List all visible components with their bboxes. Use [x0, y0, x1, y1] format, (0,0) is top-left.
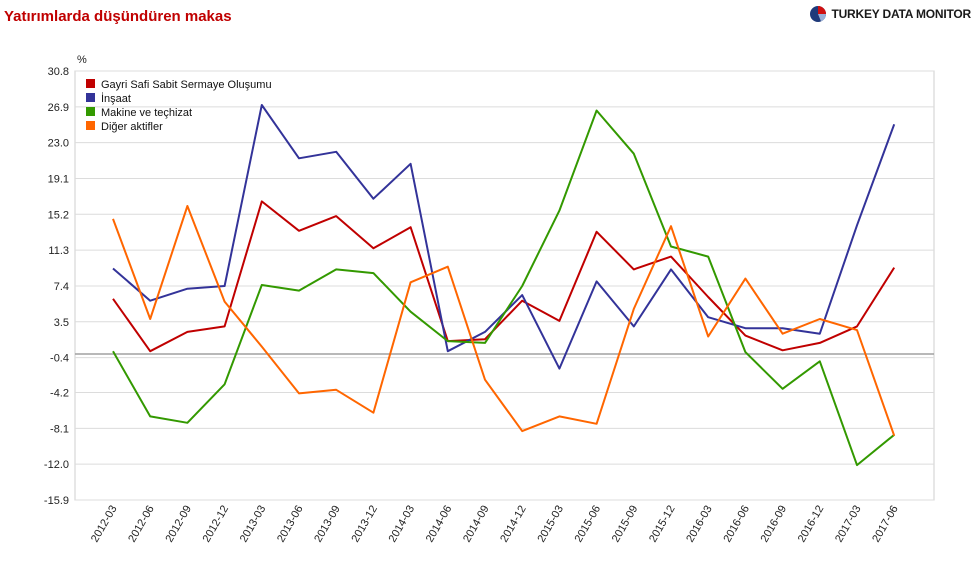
legend-label: Makine ve teçhizat — [101, 107, 192, 119]
x-tick-label: 2016-06 — [721, 504, 752, 545]
series-line — [112, 104, 896, 370]
y-tick-label: -8.1 — [50, 423, 69, 435]
series-line — [112, 200, 896, 353]
x-tick-label: 2016-12 — [796, 504, 827, 545]
x-tick-label: 2013-03 — [238, 504, 269, 545]
x-tick-label: 2012-03 — [89, 504, 120, 545]
x-tick-label: 2013-09 — [312, 504, 343, 545]
x-tick-label: 2015-09 — [610, 504, 641, 545]
x-tick-label: 2017-03 — [833, 504, 864, 545]
y-tick-label: 23.0 — [48, 138, 69, 150]
x-tick-label: 2016-09 — [759, 504, 790, 545]
legend-swatch — [86, 79, 95, 88]
pie-chart-logo-icon — [810, 6, 827, 22]
y-tick-label: 7.4 — [54, 281, 69, 293]
y-tick-label: 15.2 — [48, 209, 69, 221]
x-tick-label: 2015-03 — [535, 504, 566, 545]
y-tick-label: 26.9 — [48, 102, 69, 114]
legend-label: Diğer aktifler — [101, 121, 163, 133]
x-tick-label: 2017-06 — [870, 504, 901, 545]
y-tick-label: 3.5 — [54, 317, 69, 329]
grid — [74, 70, 935, 501]
legend-swatch — [86, 107, 95, 116]
brand-logo: TURKEY DATA MONITOR — [809, 5, 971, 23]
legend-label: İnşaat — [101, 92, 131, 105]
brand-name: TURKEY DATA MONITOR — [831, 7, 971, 21]
x-tick-label: 2015-06 — [573, 504, 604, 545]
x-tick-label: 2013-06 — [275, 504, 306, 545]
y-tick-label: -15.9 — [44, 495, 69, 507]
chart-title: Yatırımlarda düşündüren makas — [4, 8, 232, 25]
series-line — [112, 205, 896, 437]
x-tick-label: 2012-09 — [163, 504, 194, 545]
x-tick-label: 2012-12 — [201, 504, 232, 545]
x-tick-label: 2012-06 — [126, 504, 157, 545]
x-tick-label: 2014-12 — [498, 504, 529, 545]
x-tick-label: 2013-12 — [349, 504, 380, 545]
x-tick-label: 2014-03 — [387, 504, 418, 545]
legend-swatch — [86, 93, 95, 102]
x-tick-label: 2014-06 — [424, 504, 455, 545]
y-tick-label: -4.2 — [50, 388, 69, 400]
y-axis-label: % — [77, 54, 87, 66]
x-tick-label: 2014-09 — [461, 504, 492, 545]
axes: 30.8 26.9 23.0 19.1 15.2 11.3 7.4 3.5 -0.4 -4.2 -8… — [44, 54, 934, 544]
series-lines — [112, 104, 896, 467]
legend-swatch — [86, 121, 95, 130]
x-tick-label: 2015-12 — [647, 504, 678, 545]
y-tick-label: 19.1 — [48, 173, 69, 185]
x-tick-label: 2016-03 — [684, 504, 715, 545]
series-line — [112, 109, 895, 467]
legend-label: Gayri Safi Sabit Sermaye Oluşumu — [101, 79, 272, 91]
y-tick-label: 30.8 — [48, 66, 69, 78]
y-tick-label: -12.0 — [44, 459, 69, 471]
y-tick-label: 11.3 — [48, 245, 69, 257]
y-tick-label: -0.4 — [50, 353, 69, 365]
